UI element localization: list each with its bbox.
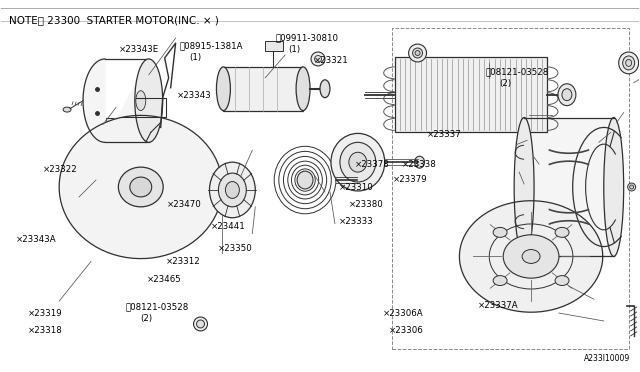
Ellipse shape bbox=[522, 250, 540, 263]
FancyBboxPatch shape bbox=[223, 67, 303, 110]
Ellipse shape bbox=[555, 276, 569, 286]
Ellipse shape bbox=[320, 80, 330, 98]
Ellipse shape bbox=[493, 276, 507, 286]
Text: ×23306: ×23306 bbox=[389, 326, 424, 335]
Text: ×23337A: ×23337A bbox=[478, 301, 518, 311]
Ellipse shape bbox=[311, 52, 325, 66]
Ellipse shape bbox=[196, 320, 205, 328]
Text: Ⓑ08121-03528: Ⓑ08121-03528 bbox=[486, 67, 549, 76]
Ellipse shape bbox=[558, 84, 576, 106]
Ellipse shape bbox=[63, 107, 71, 112]
FancyBboxPatch shape bbox=[524, 118, 614, 256]
Ellipse shape bbox=[331, 134, 385, 191]
Ellipse shape bbox=[209, 162, 255, 218]
FancyBboxPatch shape bbox=[395, 57, 547, 132]
Ellipse shape bbox=[218, 173, 246, 207]
Text: ×23338: ×23338 bbox=[401, 160, 436, 169]
Ellipse shape bbox=[297, 171, 313, 189]
Ellipse shape bbox=[130, 177, 152, 197]
Ellipse shape bbox=[562, 89, 572, 101]
Ellipse shape bbox=[296, 67, 310, 110]
Text: ×23322: ×23322 bbox=[43, 165, 77, 174]
Text: ×23343A: ×23343A bbox=[15, 235, 56, 244]
FancyBboxPatch shape bbox=[106, 118, 121, 236]
Text: ×23306A: ×23306A bbox=[383, 309, 423, 318]
Text: (2): (2) bbox=[140, 314, 152, 323]
Ellipse shape bbox=[630, 185, 634, 189]
Text: Ⓝ09911-30810: Ⓝ09911-30810 bbox=[275, 33, 339, 42]
Ellipse shape bbox=[493, 227, 507, 237]
Text: ×23310: ×23310 bbox=[339, 183, 374, 192]
Text: ×23343E: ×23343E bbox=[119, 45, 159, 54]
Text: ×23378: ×23378 bbox=[355, 160, 390, 169]
Ellipse shape bbox=[503, 235, 559, 278]
Text: ×23379: ×23379 bbox=[394, 175, 428, 184]
FancyBboxPatch shape bbox=[265, 41, 283, 51]
Ellipse shape bbox=[626, 60, 632, 66]
Text: ×23380: ×23380 bbox=[349, 200, 383, 209]
Text: ×23343: ×23343 bbox=[177, 91, 211, 100]
Ellipse shape bbox=[135, 59, 163, 142]
Ellipse shape bbox=[604, 118, 623, 256]
Ellipse shape bbox=[413, 48, 422, 58]
Ellipse shape bbox=[514, 118, 534, 256]
Ellipse shape bbox=[136, 91, 146, 110]
Text: ×23321: ×23321 bbox=[314, 56, 348, 65]
Polygon shape bbox=[83, 59, 148, 142]
Ellipse shape bbox=[340, 142, 376, 182]
Ellipse shape bbox=[408, 44, 426, 62]
Polygon shape bbox=[60, 115, 223, 259]
Text: ×23350: ×23350 bbox=[218, 244, 253, 253]
Ellipse shape bbox=[118, 167, 163, 207]
Ellipse shape bbox=[349, 152, 367, 172]
Text: ×23465: ×23465 bbox=[147, 275, 181, 283]
Ellipse shape bbox=[619, 52, 639, 74]
Ellipse shape bbox=[415, 156, 424, 168]
Text: (1): (1) bbox=[288, 45, 300, 54]
Text: (2): (2) bbox=[500, 79, 512, 88]
Ellipse shape bbox=[555, 227, 569, 237]
Ellipse shape bbox=[314, 55, 321, 62]
Text: Ⓦ08915-1381A: Ⓦ08915-1381A bbox=[180, 41, 243, 50]
Text: ×23470: ×23470 bbox=[167, 200, 202, 209]
Ellipse shape bbox=[225, 182, 239, 198]
Ellipse shape bbox=[623, 56, 635, 70]
Text: ×23312: ×23312 bbox=[166, 257, 200, 266]
Text: A233I10009: A233I10009 bbox=[584, 354, 630, 363]
Text: ×23318: ×23318 bbox=[28, 326, 63, 335]
Text: ×23337: ×23337 bbox=[427, 130, 462, 139]
Ellipse shape bbox=[193, 317, 207, 331]
Text: (1): (1) bbox=[189, 53, 202, 62]
Ellipse shape bbox=[628, 183, 636, 191]
Ellipse shape bbox=[216, 67, 230, 110]
Ellipse shape bbox=[415, 51, 420, 55]
Text: ×23319: ×23319 bbox=[28, 309, 63, 318]
Text: NOTE、 23300  STARTER MOTOR(INC. × ): NOTE、 23300 STARTER MOTOR(INC. × ) bbox=[10, 15, 220, 25]
Text: ×23333: ×23333 bbox=[339, 217, 374, 225]
Polygon shape bbox=[460, 201, 603, 312]
Text: ×23441: ×23441 bbox=[211, 222, 245, 231]
Text: Ⓑ08121-03528: Ⓑ08121-03528 bbox=[125, 302, 189, 312]
